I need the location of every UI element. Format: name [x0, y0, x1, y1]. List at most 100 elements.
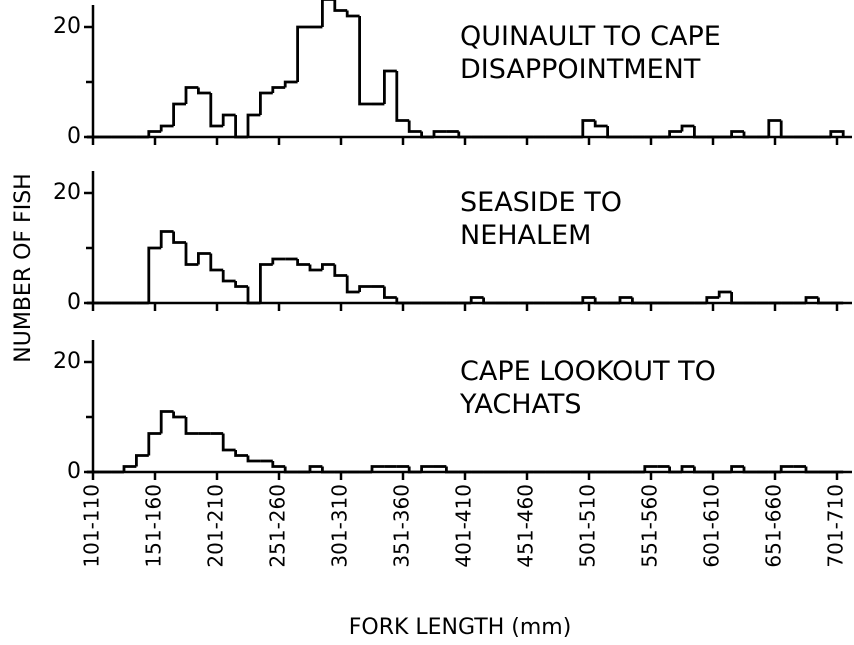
histogram-bar: [779, 465, 794, 472]
histogram-bar: [321, 263, 335, 270]
x-tick-label: 251-260: [266, 484, 290, 568]
histogram-bar: [221, 113, 236, 126]
histogram-bar: [742, 466, 757, 474]
histogram-bar: [184, 417, 199, 435]
histogram-bar: [817, 297, 831, 305]
histogram-bar: [593, 297, 608, 305]
histogram-bar: [618, 296, 633, 303]
histogram-bar: [730, 130, 744, 137]
histogram-bar: [159, 230, 174, 248]
x-tick-label: 101-110: [80, 484, 104, 568]
y-tick-label: 0: [67, 124, 81, 149]
histogram-bar: [159, 124, 174, 132]
histogram-bar: [482, 297, 496, 305]
y-tick-label: 20: [53, 180, 81, 205]
histogram-bar: [680, 124, 695, 132]
histogram-bar: [693, 466, 707, 474]
histogram-bar: [234, 115, 248, 139]
histogram-bar: [345, 10, 360, 18]
y-axis-label: NUMBER OF FISH: [11, 173, 36, 362]
histogram-bar: [407, 120, 422, 133]
histogram-bar: [383, 286, 397, 299]
histogram-bar: [631, 297, 645, 305]
histogram-bar: [271, 257, 286, 265]
panel-title: YACHATS: [459, 389, 582, 420]
histogram-bar: [246, 113, 261, 137]
histogram-bar: [730, 465, 744, 472]
histogram-bar: [420, 465, 434, 472]
histogram-bar: [705, 296, 720, 303]
histogram-bar: [283, 80, 298, 88]
panel-title: NEHALEM: [460, 220, 591, 251]
histogram-bar: [606, 126, 620, 139]
histogram-bar: [804, 296, 819, 303]
histogram-bar: [358, 16, 372, 106]
histogram-bar: [333, 0, 348, 12]
panel-title: DISAPPOINTMENT: [460, 54, 701, 85]
histogram-bar: [420, 131, 434, 139]
histogram-bar: [234, 450, 248, 457]
x-tick-label: 151-160: [142, 484, 166, 568]
histogram-bar: [581, 119, 596, 137]
histogram-bar: [668, 466, 682, 474]
panel-title: QUINAULT TO CAPE: [460, 21, 721, 52]
histogram-bar: [469, 296, 484, 303]
histogram-bar: [296, 259, 310, 266]
x-axis-label: FORK LENGTH (mm): [349, 615, 572, 640]
histogram-bar: [271, 461, 286, 468]
histogram-bar: [643, 465, 658, 472]
histogram-bar: [246, 455, 261, 463]
histogram-bar: [172, 411, 186, 419]
histogram-bar: [259, 91, 273, 115]
y-tick-label: 20: [53, 14, 81, 39]
histogram-bar: [197, 252, 211, 265]
histogram-bar: [717, 290, 732, 298]
histogram-bar: [804, 466, 819, 474]
histogram-bar: [308, 264, 323, 272]
histogram-bar: [457, 131, 472, 139]
histogram-bar: [445, 466, 459, 474]
panel-title: CAPE LOOKOUT TO: [460, 356, 716, 387]
histogram-bar: [159, 410, 174, 434]
histogram-bar: [680, 465, 695, 472]
histogram-bar: [693, 126, 707, 139]
histogram-bar: [370, 465, 385, 472]
histogram-bar: [383, 69, 397, 104]
histogram-bar: [147, 246, 162, 303]
x-tick-label: 201-210: [204, 484, 228, 568]
histogram-bar: [593, 120, 608, 128]
histogram-bar: [209, 93, 224, 128]
histogram-bar: [259, 263, 273, 303]
histogram-bar: [221, 270, 236, 283]
histogram-bar: [283, 466, 298, 474]
histogram-bar: [172, 102, 186, 126]
x-tick-label: 501-510: [576, 484, 600, 568]
histogram-bar: [432, 130, 447, 137]
x-tick-label: 701-710: [824, 484, 848, 568]
y-tick-label: 20: [53, 349, 81, 374]
x-tick-label: 351-360: [390, 484, 414, 568]
y-tick-label: 0: [67, 290, 81, 315]
y-tick-label: 0: [67, 459, 81, 484]
x-tick-label: 401-410: [452, 484, 476, 568]
histogram-bar: [197, 87, 211, 95]
panel-title: SEASIDE TO: [460, 187, 622, 218]
x-tick-label: 301-310: [328, 484, 352, 568]
x-tick-label: 451-460: [514, 484, 538, 568]
histogram-bar: [333, 264, 348, 277]
histogram-bar: [730, 292, 744, 305]
histogram-bar: [147, 130, 162, 137]
histogram-bar: [271, 86, 286, 93]
histogram-bar: [395, 297, 410, 305]
histogram-bar: [172, 231, 186, 244]
histogram-bar: [395, 71, 410, 122]
histogram-bar: [321, 466, 335, 474]
histogram-bar: [234, 281, 248, 288]
histogram-bar: [184, 86, 199, 104]
histogram-bar: [296, 25, 310, 82]
histogram-bar: [742, 131, 757, 139]
histogram-bar: [209, 253, 224, 272]
histogram-bar: [358, 285, 372, 292]
histogram-bar: [321, 0, 335, 27]
